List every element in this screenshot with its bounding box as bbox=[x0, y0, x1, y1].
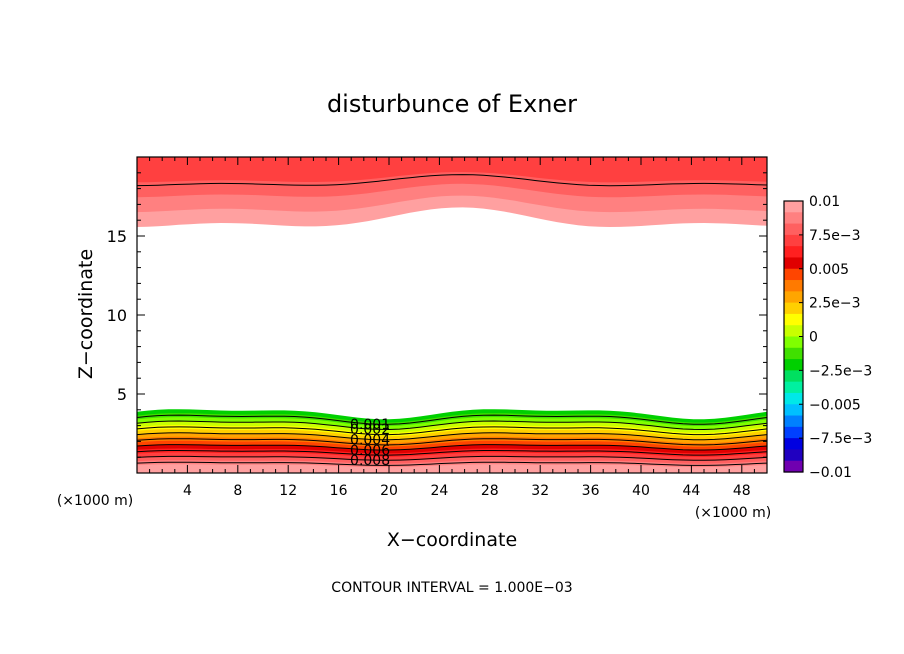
colorbar-swatch bbox=[784, 246, 803, 259]
x-tick-label: 4 bbox=[183, 483, 192, 499]
colorbar-swatch bbox=[784, 268, 803, 281]
colorbar-swatch bbox=[784, 392, 803, 405]
x-tick-label: 48 bbox=[733, 483, 751, 499]
x-tick-label: 16 bbox=[330, 483, 348, 499]
contour-line bbox=[136, 420, 768, 431]
colorbar-swatch bbox=[784, 415, 803, 428]
y-tick-label: 10 bbox=[107, 306, 127, 325]
contour-label: 0.002 bbox=[350, 422, 390, 438]
colorbar-swatch bbox=[784, 347, 803, 360]
contour-label: 0.001 bbox=[350, 417, 390, 433]
x-unit-label-left: (×1000 m) bbox=[57, 493, 133, 509]
contour-line bbox=[136, 444, 768, 451]
contour-line bbox=[136, 432, 768, 441]
colorbar-swatch bbox=[784, 280, 803, 292]
contour-interval-note: CONTOUR INTERVAL = 1.000E−03 bbox=[331, 580, 572, 596]
x-tick-label: 36 bbox=[582, 483, 600, 499]
colorbar-swatch bbox=[784, 449, 803, 462]
x-tick-label: 24 bbox=[430, 483, 448, 499]
x-tick-label: 32 bbox=[531, 483, 549, 499]
x-tick-label: 20 bbox=[380, 483, 398, 499]
y-tick-label: 5 bbox=[117, 385, 127, 404]
colorbar-tick-label: −0.005 bbox=[809, 397, 861, 413]
contour-label: 0.004 bbox=[350, 432, 390, 448]
contour-line bbox=[136, 438, 768, 446]
y-axis-label: Z−coordinate bbox=[75, 249, 97, 379]
colorbar-swatch bbox=[784, 438, 803, 451]
colorbar-swatch bbox=[784, 381, 803, 394]
contour-line bbox=[136, 426, 768, 436]
colorbar-swatch bbox=[784, 336, 803, 349]
y-tick-label: 15 bbox=[107, 227, 127, 246]
colorbar-swatch bbox=[784, 234, 803, 247]
contour-line bbox=[136, 174, 768, 187]
x-tick-label: 28 bbox=[481, 483, 499, 499]
contour-line bbox=[136, 455, 768, 461]
x-axis-label: X−coordinate bbox=[387, 529, 517, 551]
colorbar-swatch bbox=[784, 212, 803, 225]
colorbar-tick-label: 7.5e−3 bbox=[809, 228, 861, 244]
colorbar-swatch bbox=[784, 460, 803, 473]
colorbar-swatch bbox=[784, 257, 803, 270]
x-tick-label: 8 bbox=[233, 483, 242, 499]
colorbar-tick-label: 0.01 bbox=[809, 194, 840, 210]
colorbar-swatch bbox=[784, 223, 803, 236]
top-fill-band bbox=[137, 157, 767, 183]
x-unit-label-right: (×1000 m) bbox=[695, 505, 771, 521]
contour-line bbox=[136, 461, 768, 466]
x-tick-label: 44 bbox=[682, 483, 700, 499]
colorbar-swatch bbox=[784, 201, 803, 213]
chart-title: disturbunce of Exner bbox=[327, 90, 577, 118]
colorbar-tick-label: 2.5e−3 bbox=[809, 296, 861, 312]
colorbar-swatch bbox=[784, 404, 803, 417]
colorbar-swatch bbox=[784, 426, 803, 439]
colorbar-tick-label: 0 bbox=[809, 330, 818, 346]
contour-line bbox=[136, 450, 768, 456]
contour-label: 0.006 bbox=[350, 443, 390, 459]
colorbar-tick-label: −7.5e−3 bbox=[809, 431, 872, 447]
colorbar-swatch bbox=[784, 313, 803, 326]
colorbar: 0.01 7.5e−3 0.005 2.5e−3 0 −2.5e−3 −0.005 −7.5e… bbox=[783, 194, 872, 481]
contour-label: 0.008 bbox=[350, 453, 390, 469]
bottom-fill-band bbox=[137, 464, 767, 473]
colorbar-tick-label: −0.01 bbox=[809, 465, 852, 481]
x-tick-label: 12 bbox=[279, 483, 297, 499]
contour-line bbox=[136, 414, 768, 425]
colorbar-swatch bbox=[784, 302, 803, 315]
colorbar-swatch bbox=[784, 359, 803, 371]
colorbar-swatch bbox=[784, 370, 803, 383]
colorbar-tick-label: 0.005 bbox=[809, 262, 849, 278]
colorbar-swatch bbox=[784, 325, 803, 338]
colorbar-swatch bbox=[784, 291, 803, 304]
x-tick-label: 40 bbox=[632, 483, 650, 499]
colorbar-tick-label: −2.5e−3 bbox=[809, 363, 872, 379]
